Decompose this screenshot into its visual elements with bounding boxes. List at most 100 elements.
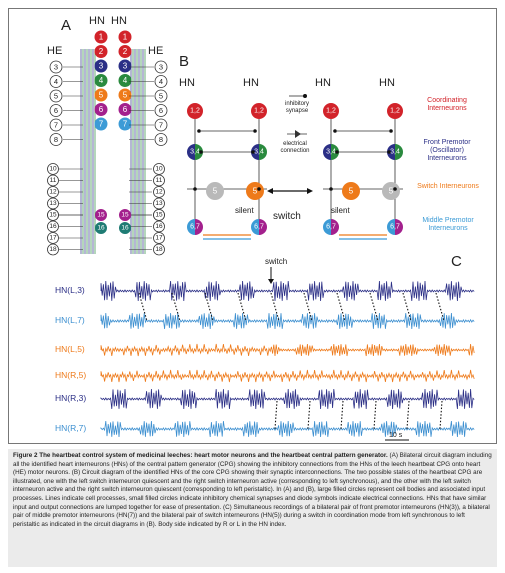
he-neuron-5-left — [49, 89, 63, 103]
interneuron-label-15: 15 — [97, 212, 105, 219]
he-neuron-16-right — [153, 220, 165, 233]
front-premotor-neuron-half — [331, 144, 339, 160]
interneuron-label-6: 6 — [99, 105, 104, 114]
he-neuron-11-right — [153, 174, 165, 187]
hn-header-left: HN — [89, 15, 105, 27]
interneuron-label-1: 1 — [123, 33, 128, 42]
interneuron-6-right — [118, 103, 132, 116]
middle-premotor-neuron — [323, 219, 331, 235]
middle-premotor-label: 6,7 — [390, 224, 400, 231]
interneuron-label-15: 15 — [121, 212, 129, 219]
he-label-18: 18 — [49, 246, 57, 253]
coordinating-neuron-label: 1,2 — [326, 108, 336, 115]
he-neuron-10-right — [153, 163, 165, 175]
interneuron-5-left — [94, 88, 108, 102]
front-premotor-neuron-half — [395, 144, 403, 160]
middle-premotor-label: 6,7 — [190, 224, 200, 231]
middle-premotor-neuron-half — [259, 219, 267, 235]
interneuron-label-7: 7 — [123, 120, 128, 129]
legend-inhibitory-dot — [303, 94, 307, 98]
switch-arrowhead-left — [267, 188, 273, 194]
interneuron-label-6: 6 — [123, 105, 128, 114]
phase-guide — [303, 292, 313, 322]
phase-guide — [270, 292, 280, 322]
interneuron-label-7: 7 — [99, 120, 104, 129]
interneuron-16-left — [95, 222, 107, 234]
interneuron-1-left — [94, 30, 108, 44]
front-premotor-neuron — [387, 144, 395, 160]
coordinating-neuron-label: 1,2 — [390, 108, 400, 115]
interneuron-label-16: 16 — [97, 225, 105, 232]
panel-b-label: B — [179, 53, 190, 70]
trace-HN(L,7) — [100, 312, 475, 330]
inhibitory-synapse — [197, 129, 201, 133]
scale-bar-label: 10 s — [389, 432, 403, 439]
he-neuron-7-right — [154, 118, 168, 132]
inhibitory-synapse — [329, 187, 333, 191]
front-premotor-neuron — [187, 144, 195, 160]
he-neuron-5-right — [154, 89, 168, 103]
trace-label-hnr3: HN(R,3) — [55, 393, 87, 403]
he-neuron-15-right — [153, 209, 165, 221]
trace-HN(L,5) — [100, 343, 475, 357]
legend-electrical-diode — [295, 130, 301, 138]
middle-premotor-neuron — [251, 219, 259, 235]
interneuron-2-right — [118, 45, 132, 58]
interneuron-6-left — [94, 103, 108, 116]
he-label-4: 4 — [54, 77, 58, 86]
panel-c-recordings — [100, 267, 475, 441]
trace-HN(R,7) — [100, 420, 475, 438]
trace-label-hnl7: HN(L,7) — [55, 315, 85, 325]
middle-premotor-neuron-half — [331, 219, 339, 235]
caption-body: (A) Bilateral circuit diagram including … — [13, 452, 492, 528]
interneuron-3-right — [118, 59, 132, 73]
he-label-5: 5 — [54, 92, 58, 101]
interneuron-2-left — [94, 45, 108, 58]
phase-guide — [336, 292, 346, 322]
legend-inhibitory: inhibitory synapse — [284, 101, 309, 114]
he-label-17: 17 — [155, 235, 163, 242]
he-label-12: 12 — [155, 189, 163, 196]
he-label-13: 13 — [49, 200, 57, 207]
trace-HN(R,3) — [100, 388, 475, 410]
he-header-left: HE — [47, 45, 63, 57]
he-neuron-4-right — [154, 75, 168, 88]
inhibitory-synapse — [193, 187, 197, 191]
coordinating-neuron — [387, 103, 403, 119]
interneuron-15-left — [95, 209, 107, 221]
phase-guide — [435, 292, 445, 322]
category-front-premotor: Front Premotor (Oscillator) Interneurons — [423, 139, 471, 162]
switch-neuron-label: 5 — [253, 187, 258, 196]
switch-neuron-left — [206, 182, 224, 200]
interneuron-label-1: 1 — [99, 33, 104, 42]
inhibitory-synapse — [333, 129, 337, 133]
he-neuron-13-right — [153, 197, 165, 210]
silent-label-left: silent — [235, 206, 254, 215]
interneuron-7-left — [94, 117, 108, 131]
interneuron-15-right — [119, 209, 131, 221]
inhibitory-synapse — [387, 150, 391, 154]
he-label-6: 6 — [54, 106, 58, 115]
interneuron-4-left — [94, 74, 108, 87]
front-premotor-neuron — [251, 144, 259, 160]
inhibitory-synapse — [253, 129, 257, 133]
he-label-18: 18 — [155, 246, 163, 253]
he-neuron-13-left — [47, 197, 59, 210]
front-premotor-label: 3,4 — [390, 149, 400, 156]
interneuron-7-right — [118, 117, 132, 131]
he-label-4: 4 — [159, 77, 163, 86]
panel-a-label: A — [61, 17, 72, 34]
he-neuron-6-left — [49, 104, 63, 117]
he-neuron-12-right — [153, 186, 165, 198]
interneuron-4-right — [118, 74, 132, 87]
phase-guide — [402, 292, 412, 322]
he-label-11: 11 — [156, 177, 163, 184]
front-premotor-label: 3,4 — [190, 149, 200, 156]
switch-arrowhead-right — [307, 188, 313, 194]
he-label-3: 3 — [54, 63, 58, 72]
phase-guide — [237, 292, 247, 322]
he-label-15: 15 — [155, 212, 163, 219]
he-neuron-12-left — [47, 186, 59, 198]
interneuron-label-2: 2 — [99, 47, 104, 56]
